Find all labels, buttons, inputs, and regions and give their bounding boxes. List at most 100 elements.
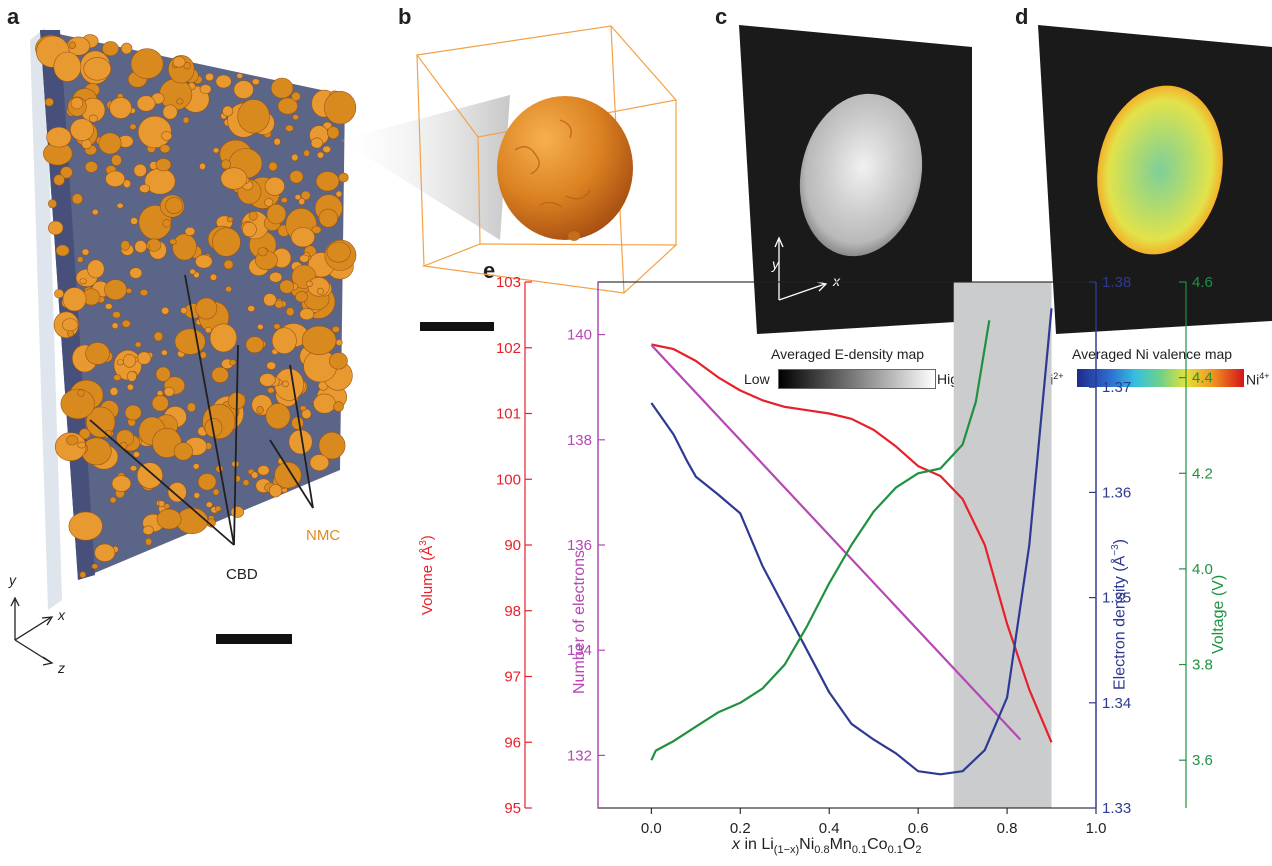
nmc-particle bbox=[195, 254, 213, 269]
nmc-particle bbox=[248, 211, 258, 221]
nmc-particle bbox=[136, 95, 156, 112]
nmc-particle bbox=[71, 193, 83, 205]
nmc-particle bbox=[162, 104, 178, 120]
nmc-particle bbox=[163, 386, 175, 397]
nmc-particle bbox=[310, 137, 324, 149]
voltage-tick-label: 3.6 bbox=[1192, 752, 1213, 769]
nmc-particle bbox=[161, 131, 173, 141]
voltage-tick-label: 4.6 bbox=[1192, 274, 1213, 291]
nmc-particle bbox=[236, 73, 243, 79]
nmc-particle bbox=[81, 248, 90, 256]
nmc-particle bbox=[209, 323, 237, 353]
nmc-particle bbox=[124, 404, 142, 421]
nmc-particle bbox=[153, 331, 163, 342]
nmc-particle bbox=[315, 171, 340, 192]
e-density-colorbar bbox=[778, 369, 936, 389]
volume-tick-label: 96 bbox=[504, 734, 521, 751]
electrons-tick-label: 132 bbox=[567, 747, 592, 764]
nmc-particle bbox=[155, 366, 171, 382]
nmc-particle bbox=[180, 306, 188, 314]
panel-a-b-illustration bbox=[10, 25, 678, 666]
volume-tick-label: 90 bbox=[504, 537, 521, 554]
nmc-particle bbox=[111, 322, 119, 330]
nmc-particle bbox=[269, 271, 283, 283]
series-line-volume bbox=[651, 343, 1053, 743]
nmc-particle bbox=[230, 506, 245, 518]
nmc-particle bbox=[145, 537, 153, 546]
panel-letter-c: c bbox=[715, 4, 728, 29]
nmc-particle bbox=[169, 238, 177, 245]
nmc-particle bbox=[264, 176, 285, 196]
nmc-particle bbox=[44, 97, 54, 107]
nmc-particle bbox=[309, 454, 330, 472]
nmc-particle bbox=[112, 311, 121, 319]
panel-letter-b: b bbox=[398, 4, 412, 29]
nmc-particle bbox=[245, 336, 265, 354]
nmc-particle bbox=[274, 461, 302, 489]
nmc-particle bbox=[53, 51, 82, 82]
nmc-particle bbox=[298, 197, 306, 206]
density-tick-label: 1.38 bbox=[1102, 274, 1131, 291]
nmc-particle bbox=[116, 359, 124, 366]
nmc-particle bbox=[104, 303, 113, 310]
nmc-particle bbox=[182, 116, 190, 124]
panel-letter-e: e bbox=[483, 258, 496, 283]
nmc-particle bbox=[129, 123, 137, 130]
nmc-particle bbox=[116, 202, 124, 209]
scale-bar-b bbox=[420, 322, 494, 331]
density-tick-label: 1.36 bbox=[1102, 484, 1131, 501]
nmc-particle bbox=[120, 240, 131, 251]
electrons-tick-label: 140 bbox=[567, 327, 592, 344]
nmc-particle bbox=[159, 144, 171, 154]
nmc-particle bbox=[270, 77, 294, 99]
density-axis-title: Electron density (Å−3) bbox=[1110, 538, 1129, 690]
nmc-particle bbox=[197, 473, 217, 491]
nmc-particle bbox=[318, 431, 346, 460]
nmc-particle bbox=[214, 505, 222, 512]
nmc-particle bbox=[271, 327, 297, 355]
density-tick-label: 1.34 bbox=[1102, 695, 1131, 712]
nmc-particle bbox=[220, 167, 248, 190]
nmc-particle bbox=[139, 184, 151, 193]
voltage-tick-label: 3.8 bbox=[1192, 657, 1213, 674]
e-density-low-label: Low bbox=[744, 371, 770, 387]
nmc-particle bbox=[226, 216, 234, 223]
nmc-particle bbox=[172, 56, 186, 68]
nmc-particle bbox=[257, 323, 264, 330]
axis-x-label-a: x bbox=[58, 607, 65, 623]
nmc-particle bbox=[335, 338, 343, 346]
nmc-particle bbox=[324, 90, 357, 125]
nmc-particle bbox=[130, 217, 138, 225]
nmc-particle bbox=[285, 307, 295, 317]
x-tick-label: 0.8 bbox=[997, 820, 1018, 837]
ni-valence-title: Averaged Ni valence map bbox=[1072, 346, 1233, 362]
nmc-particle bbox=[211, 366, 229, 384]
nmc-particle bbox=[70, 118, 94, 141]
nmc-particle bbox=[183, 61, 191, 70]
nmc-particle bbox=[162, 219, 172, 228]
nmc-particle bbox=[205, 326, 213, 334]
nmc-particle bbox=[221, 159, 232, 170]
nmc-particle bbox=[60, 388, 95, 420]
nmc-particle bbox=[142, 525, 154, 536]
nmc-particle bbox=[173, 442, 193, 461]
cbd-label: CBD bbox=[226, 566, 258, 583]
nmc-particle bbox=[184, 226, 196, 236]
nmc-particle bbox=[237, 99, 270, 134]
nmc-particle bbox=[54, 289, 64, 299]
nmc-particle bbox=[316, 151, 325, 159]
nmc-particle bbox=[109, 496, 117, 504]
ni-valence-high-label: Ni4+ bbox=[1246, 371, 1270, 388]
nmc-particle bbox=[129, 267, 143, 279]
x-tick-label: 0.6 bbox=[908, 820, 929, 837]
nmc-particle bbox=[269, 484, 283, 498]
nmc-particle bbox=[263, 293, 277, 307]
cbd-leader-1 bbox=[184, 274, 235, 546]
nmc-particle bbox=[130, 48, 164, 80]
nmc-particle bbox=[291, 153, 299, 162]
x-tick-label: 0.4 bbox=[819, 820, 840, 837]
nmc-particle bbox=[111, 154, 122, 166]
nmc-particle bbox=[48, 199, 57, 209]
nmc-particle bbox=[137, 351, 152, 365]
e-density-particle bbox=[799, 93, 923, 257]
